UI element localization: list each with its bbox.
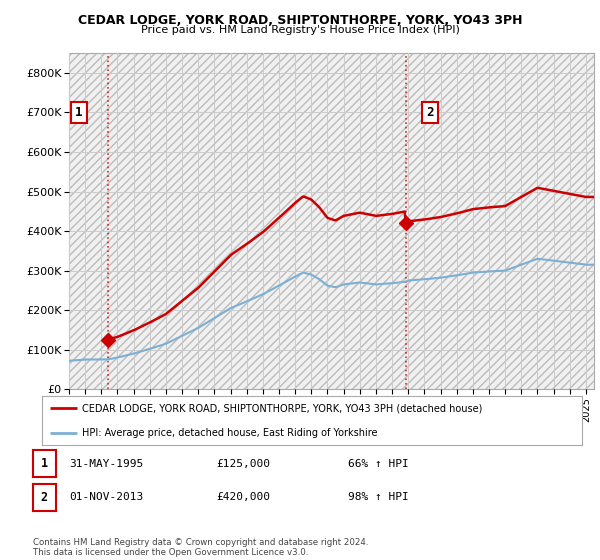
Text: £125,000: £125,000 (216, 459, 270, 469)
Text: CEDAR LODGE, YORK ROAD, SHIPTONTHORPE, YORK, YO43 3PH: CEDAR LODGE, YORK ROAD, SHIPTONTHORPE, Y… (78, 14, 522, 27)
Text: 66% ↑ HPI: 66% ↑ HPI (348, 459, 409, 469)
Text: 2: 2 (426, 106, 434, 119)
Text: CEDAR LODGE, YORK ROAD, SHIPTONTHORPE, YORK, YO43 3PH (detached house): CEDAR LODGE, YORK ROAD, SHIPTONTHORPE, Y… (83, 403, 483, 413)
Text: 31-MAY-1995: 31-MAY-1995 (69, 459, 143, 469)
Text: 1: 1 (41, 457, 48, 470)
Text: 01-NOV-2013: 01-NOV-2013 (69, 492, 143, 502)
Text: 98% ↑ HPI: 98% ↑ HPI (348, 492, 409, 502)
Text: 1: 1 (75, 106, 83, 119)
Text: Contains HM Land Registry data © Crown copyright and database right 2024.
This d: Contains HM Land Registry data © Crown c… (33, 538, 368, 557)
Text: £420,000: £420,000 (216, 492, 270, 502)
Bar (69, 53, 594, 389)
Text: Price paid vs. HM Land Registry's House Price Index (HPI): Price paid vs. HM Land Registry's House … (140, 25, 460, 35)
Text: HPI: Average price, detached house, East Riding of Yorkshire: HPI: Average price, detached house, East… (83, 428, 378, 438)
Text: 2: 2 (41, 491, 48, 504)
